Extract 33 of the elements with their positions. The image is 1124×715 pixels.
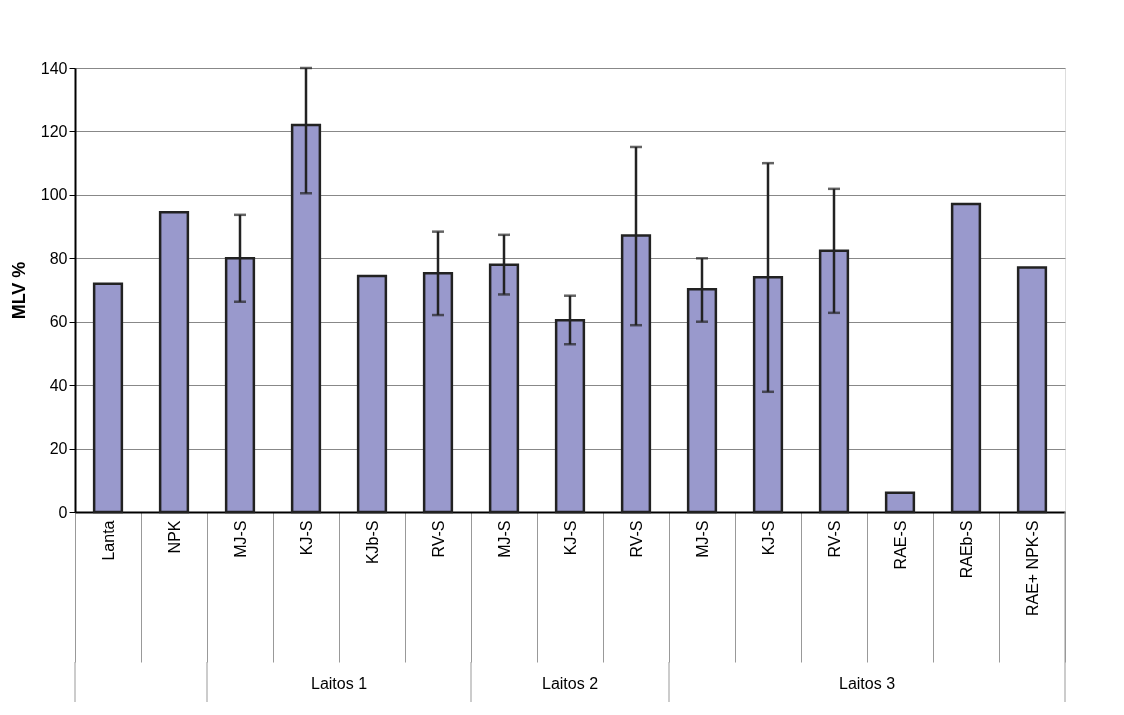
bar xyxy=(356,274,388,514)
y-tick-label: 60 xyxy=(49,313,68,331)
x-tick-label: NPK xyxy=(165,520,183,554)
x-tick-label: KJ-S xyxy=(561,520,579,556)
x-tick-label: RAE-S xyxy=(891,520,909,570)
x-tick-label: RAE+ NPK-S xyxy=(1023,520,1041,617)
x-tick-label: RV-S xyxy=(825,520,843,558)
y-tick-label: 120 xyxy=(40,122,68,140)
x-tick-label: RV-S xyxy=(627,520,645,558)
x-tick-label: RAEb-S xyxy=(957,520,975,579)
y-tick-label: 140 xyxy=(40,59,68,77)
x-tick-label: KJ-S xyxy=(759,520,777,556)
bar xyxy=(884,491,916,514)
x-tick-label: KJ-S xyxy=(297,520,315,556)
y-tick-label: 80 xyxy=(49,249,68,267)
x-tick-label: KJb-S xyxy=(363,520,381,565)
bar xyxy=(92,282,124,514)
text: Laitos 3 xyxy=(838,675,896,692)
y-tick-label: 40 xyxy=(49,376,68,394)
bar xyxy=(1016,266,1048,514)
x-tick-label: RV-S xyxy=(429,520,447,558)
x-tick-label: MJ-S xyxy=(495,520,513,558)
y-axis-title: MLV % xyxy=(8,261,29,320)
y-tick-label: 100 xyxy=(40,186,68,204)
x-tick-label: MJ-S xyxy=(693,520,711,558)
text: Laitos 1 xyxy=(310,675,368,692)
text: Laitos 2 xyxy=(541,675,599,692)
x-tick-label: Lanta xyxy=(99,520,117,561)
y-tick-label: 20 xyxy=(49,440,68,458)
y-tick-label: 0 xyxy=(58,503,68,521)
bar xyxy=(950,202,982,514)
x-tick-label: MJ-S xyxy=(231,520,249,558)
bar xyxy=(158,211,190,514)
